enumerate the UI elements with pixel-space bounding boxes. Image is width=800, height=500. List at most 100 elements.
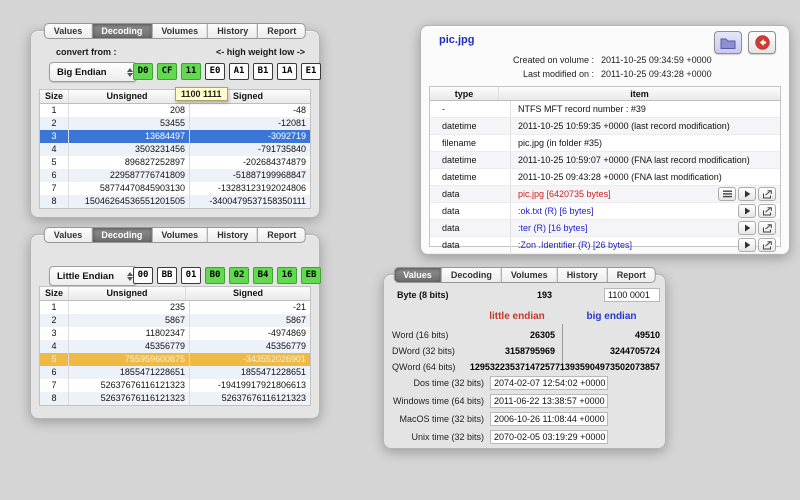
table-row[interactable]: 7 52637676116121323 -19419917921806613 xyxy=(40,379,310,392)
attribute-row[interactable]: filename pic.jpg (in folder #35) xyxy=(430,135,780,152)
play-button[interactable] xyxy=(738,238,756,252)
hex-byte[interactable]: 11 xyxy=(181,63,201,80)
tab-history[interactable]: History xyxy=(557,267,608,283)
table-row[interactable]: 8 52637676116121323 52637676116121323 xyxy=(40,392,310,405)
table-row[interactable]: 3 11802347 -4974869 xyxy=(40,327,310,340)
attribute-type: datetime xyxy=(430,118,511,134)
hex-byte[interactable]: 1A xyxy=(277,63,297,80)
attribute-row[interactable]: datetime 2011-10-25 10:59:07 +0000 (FNA l… xyxy=(430,152,780,169)
byte-binary-input[interactable]: 1100 0001 xyxy=(604,288,660,302)
endianness-select[interactable]: Little Endian xyxy=(49,266,137,286)
size-cell: 6 xyxy=(40,169,69,182)
attribute-row[interactable]: datetime 2011-10-25 09:43:28 +0000 (FNA l… xyxy=(430,169,780,186)
table-row[interactable]: 4 3503231456 -791735840 xyxy=(40,143,310,156)
table-row[interactable]: 4 45356779 45356779 xyxy=(40,340,310,353)
hex-byte[interactable]: EB xyxy=(301,267,321,284)
tab-values[interactable]: Values xyxy=(43,227,93,243)
signed-cell: 52637676116121323 xyxy=(221,393,306,403)
table-row[interactable]: 1 208 -48 xyxy=(40,104,310,117)
endianness-select[interactable]: Big Endian xyxy=(49,62,137,82)
hex-byte[interactable]: 00 xyxy=(133,267,153,284)
file-attributes-panel: pic.jpg Created on volume : 2011-10-25 0… xyxy=(420,25,790,255)
timestamp-label: Unix time (32 bits) xyxy=(411,432,484,442)
signed-cell: 45356779 xyxy=(265,341,306,351)
timestamp-value-input[interactable]: 2011-06-22 13:38:57 +0000 xyxy=(490,394,608,408)
tab-volumes[interactable]: Volumes xyxy=(152,227,209,243)
hex-byte[interactable]: CF xyxy=(157,63,177,80)
list-button[interactable] xyxy=(718,187,736,201)
tab-decoding[interactable]: Decoding xyxy=(92,23,153,39)
export-button[interactable] xyxy=(758,187,776,201)
weight-order-hint: <- high weight low -> xyxy=(216,47,305,57)
play-button[interactable] xyxy=(738,221,756,235)
timestamp-value-input[interactable]: 2074-02-07 12:54:02 +0000 xyxy=(490,376,608,390)
tab-report[interactable]: Report xyxy=(258,23,307,39)
hex-byte[interactable]: 01 xyxy=(181,267,201,284)
table-row-selected[interactable]: 3 13684497 -3092719 xyxy=(40,130,310,143)
attribute-row[interactable]: data:Zon .Identifier (R) [26 bytes] xyxy=(430,237,780,254)
export-button[interactable] xyxy=(758,221,776,235)
timestamp-value-input[interactable]: 2070-02-05 03:19:29 +0000 xyxy=(490,430,608,444)
hex-byte[interactable]: A1 xyxy=(229,63,249,80)
back-button[interactable] xyxy=(748,31,776,54)
little-endian-decoder-panel: Values Decoding Volumes History Report Littl… xyxy=(30,227,321,419)
table-row[interactable]: 8 15046264536551201505 -340047953715835011… xyxy=(40,195,310,208)
tab-history[interactable]: History xyxy=(208,23,259,39)
table-row[interactable]: 6 229587776741809 -51887199968847 xyxy=(40,169,310,182)
unsigned-cell: 53455 xyxy=(69,117,190,130)
play-button[interactable] xyxy=(738,187,756,201)
hex-byte[interactable]: E0 xyxy=(205,63,225,80)
integer-value-row: Word (16 bits) 26305 49510 xyxy=(384,327,665,343)
attribute-row[interactable]: data:ter (R) [16 bytes] xyxy=(430,220,780,237)
tab-volumes[interactable]: Volumes xyxy=(501,267,558,283)
tab-decoding[interactable]: Decoding xyxy=(92,227,153,243)
size-cell: 3 xyxy=(40,130,69,143)
export-icon xyxy=(762,240,772,250)
table-row[interactable]: 2 53455 -12081 xyxy=(40,117,310,130)
attribute-row[interactable]: - NTFS MFT record number : #39 xyxy=(430,101,780,118)
export-button[interactable] xyxy=(758,204,776,218)
unsigned-cell: 45356779 xyxy=(69,340,190,353)
play-button[interactable] xyxy=(738,204,756,218)
attribute-row[interactable]: data pic.jpg [6420735 bytes] xyxy=(430,186,780,203)
hex-byte[interactable]: 02 xyxy=(229,267,249,284)
binary-tooltip: 1100 1111 xyxy=(175,87,228,101)
attribute-item: 2011-10-25 10:59:07 +0000 (FNA last reco… xyxy=(511,155,780,165)
table-row[interactable]: 1 235 -21 xyxy=(40,301,310,314)
hex-byte[interactable]: D0 xyxy=(133,63,153,80)
tab-history[interactable]: History xyxy=(208,227,259,243)
table-row[interactable]: 2 5867 5867 xyxy=(40,314,310,327)
open-folder-button[interactable] xyxy=(714,31,742,54)
tab-decoding[interactable]: Decoding xyxy=(441,267,502,283)
play-icon xyxy=(744,190,751,198)
size-cell: 7 xyxy=(40,182,69,195)
hex-byte[interactable]: B1 xyxy=(253,63,273,80)
export-button[interactable] xyxy=(758,238,776,252)
tab-values[interactable]: Values xyxy=(393,267,442,283)
table-row[interactable]: 7 58774470845903130 -13283123192024806 xyxy=(40,182,310,195)
hex-byte[interactable]: B4 xyxy=(253,267,273,284)
signed-cell: -4974869 xyxy=(267,328,306,338)
attribute-item-text: :ter (R) [16 bytes] xyxy=(518,223,588,233)
item-column-header: item xyxy=(630,88,649,99)
hex-byte[interactable]: 16 xyxy=(277,267,297,284)
tab-report[interactable]: Report xyxy=(258,227,307,243)
stepper-arrows-icon xyxy=(127,271,133,281)
size-cell: 4 xyxy=(40,143,69,156)
table-row-selected[interactable]: 5 755959600875 -343552026901 xyxy=(40,353,310,366)
hex-byte[interactable]: E1 xyxy=(301,63,321,80)
row-actions xyxy=(738,204,780,218)
tab-volumes[interactable]: Volumes xyxy=(152,23,209,39)
hex-byte[interactable]: B0 xyxy=(205,267,225,284)
attribute-row[interactable]: datetime 2011-10-25 10:59:35 +0000 (last … xyxy=(430,118,780,135)
attribute-row[interactable]: data:ok.txt (R) [6 bytes] xyxy=(430,203,780,220)
tab-values[interactable]: Values xyxy=(43,23,93,39)
file-title: pic.jpg xyxy=(439,34,475,46)
table-row[interactable]: 5 896827252897 -202684374879 xyxy=(40,156,310,169)
tab-report[interactable]: Report xyxy=(607,267,656,283)
table-row[interactable]: 6 1855471228651 1855471228651 xyxy=(40,366,310,379)
hex-byte[interactable]: BB xyxy=(157,267,177,284)
timestamp-value-input[interactable]: 2006-10-26 11:08:44 +0000 xyxy=(490,412,608,426)
timestamp-row: Dos time (32 bits) 2074-02-07 12:54:02 +0… xyxy=(384,376,665,390)
signed-cell: -19419917921806613 xyxy=(217,380,306,390)
